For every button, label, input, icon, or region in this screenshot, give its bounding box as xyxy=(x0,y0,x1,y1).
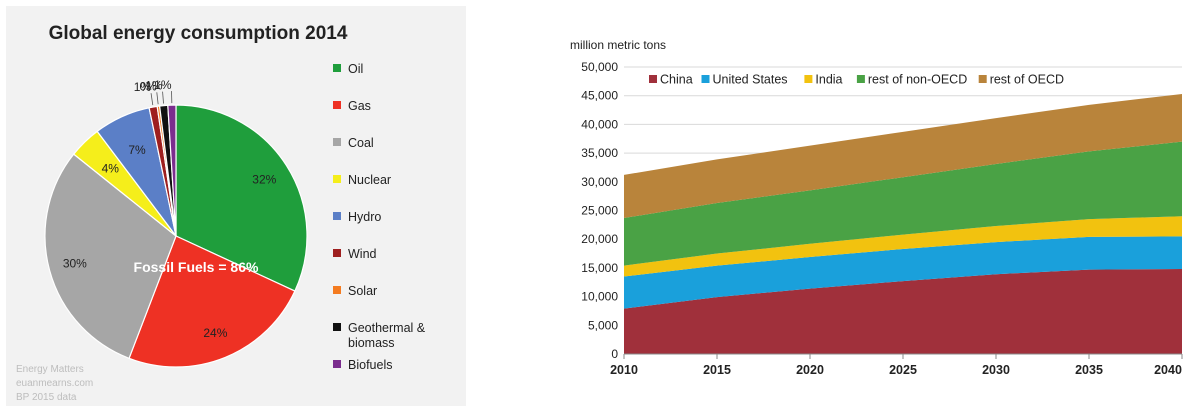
legend-label-china: China xyxy=(660,73,693,87)
pie-leader-line xyxy=(150,93,154,106)
y-tick-label: 50,000 xyxy=(581,60,618,74)
pie-slice-coal xyxy=(44,153,177,360)
legend-label-hydro: Hydro xyxy=(348,210,381,224)
legend-swatch-coal xyxy=(333,138,341,146)
legend-swatch-gas xyxy=(333,101,341,109)
area-series-india xyxy=(624,216,1182,277)
legend-label-oil: Oil xyxy=(348,62,363,76)
y-tick-label: 40,000 xyxy=(581,117,618,131)
legend-label-india: India xyxy=(815,73,842,87)
legend-swatch-india xyxy=(804,75,813,83)
legend-label-biofuels: Biofuels xyxy=(348,358,392,372)
legend-label-rest-of-non-oecd: rest of non-OECD xyxy=(868,73,967,87)
legend-label-united-states: United States xyxy=(713,73,788,87)
pie-center-label: Fossil Fuels = 86% xyxy=(134,259,259,275)
legend-label-rest-of-oecd: rest of OECD xyxy=(990,73,1064,87)
source-line-2: euanmearns.com xyxy=(16,378,94,389)
pie-slice-biofuels xyxy=(167,104,177,237)
legend-swatch-geothermal-biomass xyxy=(333,323,341,331)
pie-label-gas: 24% xyxy=(203,326,227,340)
pie-chart-panel: Global energy consumption 2014 32% 24% 30%… xyxy=(6,6,466,406)
pie-label-nuclear: 4% xyxy=(102,161,120,175)
source-line-3: BP 2015 data xyxy=(16,392,77,403)
legend-label-gas: Gas xyxy=(348,99,371,113)
legend-label-geothermal-biomass: Geothermal & biomass xyxy=(348,321,426,350)
x-tick-label: 2040 xyxy=(1154,363,1182,377)
area-series-china xyxy=(624,269,1182,354)
pie-slice-gas xyxy=(128,235,296,368)
legend-swatch-solar xyxy=(333,286,341,294)
y-axis-label: million metric tons xyxy=(570,38,666,52)
y-tick-label: 35,000 xyxy=(581,146,618,160)
y-tick-label: 45,000 xyxy=(581,89,618,103)
legend-swatch-nuclear xyxy=(333,175,341,183)
area-series-rest-of-oecd xyxy=(624,93,1182,218)
x-tick-label: 2010 xyxy=(610,363,638,377)
y-tick-label: 5,000 xyxy=(588,318,618,332)
x-tick-label: 2015 xyxy=(703,363,731,377)
y-tick-label: 20,000 xyxy=(581,232,618,246)
y-tick-label: 30,000 xyxy=(581,175,618,189)
legend-label-nuclear: Nuclear xyxy=(348,173,391,187)
legend-label-coal: Coal xyxy=(348,136,374,150)
legend-label-wind: Wind xyxy=(348,247,377,261)
pie-leader-line xyxy=(162,91,164,104)
pie-leader-line xyxy=(156,92,159,105)
pie-label-wind: 1% xyxy=(134,80,152,94)
x-tick-label: 2025 xyxy=(889,363,917,377)
area-series-rest-of-non-oecd xyxy=(624,141,1182,266)
legend-swatch-biofuels xyxy=(333,360,341,368)
pie-title: Global energy consumption 2014 xyxy=(49,23,348,44)
pie-label-coal: 30% xyxy=(63,256,87,270)
area-series-united-states xyxy=(624,236,1182,309)
pie-label-biofuels: 1% xyxy=(154,78,172,92)
legend-label-solar: Solar xyxy=(348,284,377,298)
legend-swatch-wind xyxy=(333,249,341,257)
x-tick-label: 2035 xyxy=(1075,363,1103,377)
legend-swatch-hydro xyxy=(333,212,341,220)
legend-swatch-united-states xyxy=(701,75,710,83)
pie-label-hydro: 7% xyxy=(128,143,146,157)
legend-swatch-rest-of-non-oecd xyxy=(856,75,865,83)
area-chart: million metric tons 0 5,000 10,000 15,000 20… xyxy=(570,38,1183,377)
y-tick-label: 15,000 xyxy=(581,261,618,275)
y-tick-label: 0 xyxy=(611,347,618,361)
source-line-1: Energy Matters xyxy=(16,364,84,375)
pie-label-geothermal-biomass: 1% xyxy=(145,79,163,93)
legend-swatch-rest-of-oecd xyxy=(978,75,987,83)
x-tick-label: 2020 xyxy=(796,363,824,377)
pie-slice-oil xyxy=(175,104,308,292)
y-tick-label: 10,000 xyxy=(581,290,618,304)
pie-label-oil: 32% xyxy=(252,173,276,187)
pie-label-solar: 0% xyxy=(139,79,157,93)
y-tick-label: 25,000 xyxy=(581,204,618,218)
x-tick-label: 2030 xyxy=(982,363,1010,377)
legend-swatch-oil xyxy=(333,64,341,72)
legend-swatch-china xyxy=(649,75,657,83)
pie-chart: Global energy consumption 2014 32% 24% 30%… xyxy=(44,23,426,372)
